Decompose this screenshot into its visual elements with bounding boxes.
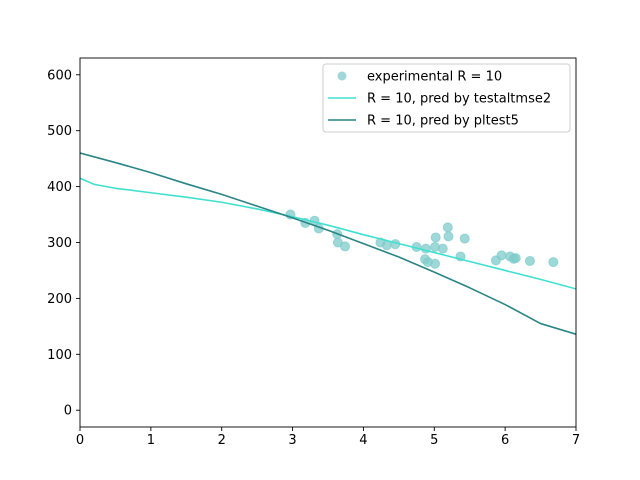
- scatter-point-17: [437, 243, 448, 254]
- x-tick-label-6: 6: [501, 433, 509, 448]
- legend-label-0: experimental R = 10: [367, 70, 502, 85]
- scatter-point-27: [524, 255, 535, 266]
- series-layer: [80, 152, 576, 335]
- x-tick-label-2: 2: [218, 433, 226, 448]
- scatter-point-6: [340, 241, 351, 252]
- legend-label-2: R = 10, pred by pltest5: [367, 114, 519, 129]
- series-line-1: [80, 177, 576, 290]
- scatter-point-14: [429, 258, 440, 269]
- scatter-point-19: [443, 231, 454, 242]
- x-tick-label-7: 7: [572, 433, 580, 448]
- y-tick-label-1: 100: [47, 348, 72, 363]
- legend: experimental R = 10 R = 10, pred by testa…: [322, 63, 571, 133]
- legend-marker-0: [337, 71, 347, 81]
- legend-label-1: R = 10, pred by testaltmse2: [367, 92, 551, 107]
- x-tick-label-4: 4: [359, 433, 367, 448]
- x-tick-label-3: 3: [288, 433, 296, 448]
- scatter-point-28: [548, 257, 559, 268]
- scatter-point-21: [459, 233, 470, 244]
- scatter-point-26: [510, 253, 521, 264]
- y-tick-label-2: 200: [47, 292, 72, 307]
- x-tick-label-0: 0: [76, 433, 84, 448]
- axes-layer: 0 1 2 3 4 5 6 7 0 100 200 300 400 500 600: [47, 57, 580, 448]
- legend-box: [322, 63, 571, 133]
- x-tick-label-5: 5: [430, 433, 438, 448]
- scatter-point-23: [496, 250, 507, 261]
- y-tick-label-6: 600: [47, 68, 72, 83]
- y-tick-label-5: 500: [47, 124, 72, 139]
- scatter-point-16: [430, 232, 441, 243]
- series-line-2: [80, 152, 576, 335]
- y-tick-label-3: 300: [47, 236, 72, 251]
- x-tick-label-1: 1: [147, 433, 155, 448]
- y-tick-label-0: 0: [64, 404, 72, 419]
- y-tick-label-4: 400: [47, 180, 72, 195]
- scatter-point-18: [442, 222, 453, 233]
